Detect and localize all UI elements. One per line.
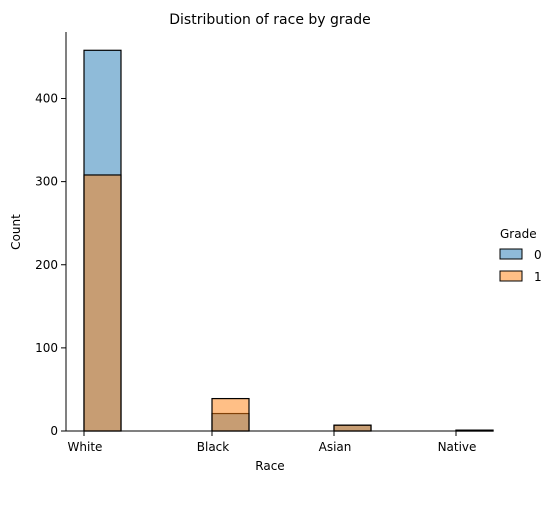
legend-label-0: 0 bbox=[534, 248, 542, 262]
y-tick-label: 300 bbox=[35, 175, 58, 189]
x-ticks-group: White Black Asian Native bbox=[68, 431, 477, 454]
y-tick-label: 100 bbox=[35, 341, 58, 355]
axes-group bbox=[65, 32, 475, 432]
legend-swatch-1 bbox=[499, 270, 523, 282]
y-tick-label: 400 bbox=[35, 92, 58, 106]
x-tick-label: Black bbox=[197, 440, 230, 454]
legend-label-1: 1 bbox=[534, 270, 542, 284]
x-tick-label: Native bbox=[438, 440, 477, 454]
bars-group bbox=[83, 49, 494, 432]
bar-grade-1-black bbox=[211, 397, 250, 432]
y-tick-label: 0 bbox=[50, 424, 58, 438]
y-axis-label: Count bbox=[9, 214, 23, 250]
y-ticks-group: 0 100 200 300 400 bbox=[35, 92, 66, 438]
legend-swatch-0 bbox=[499, 248, 523, 260]
legend: Grade 01 bbox=[499, 227, 542, 284]
x-axis-label: Race bbox=[255, 459, 284, 473]
x-tick-label: Asian bbox=[319, 440, 352, 454]
legend-title: Grade bbox=[500, 227, 537, 241]
bar-grade-1-white bbox=[83, 174, 122, 432]
legend-items: 01 bbox=[499, 248, 542, 284]
x-tick-label: White bbox=[68, 440, 103, 454]
bar-grade-1-asian bbox=[333, 424, 372, 432]
y-tick-label: 200 bbox=[35, 258, 58, 272]
chart-title: Distribution of race by grade bbox=[169, 12, 371, 28]
